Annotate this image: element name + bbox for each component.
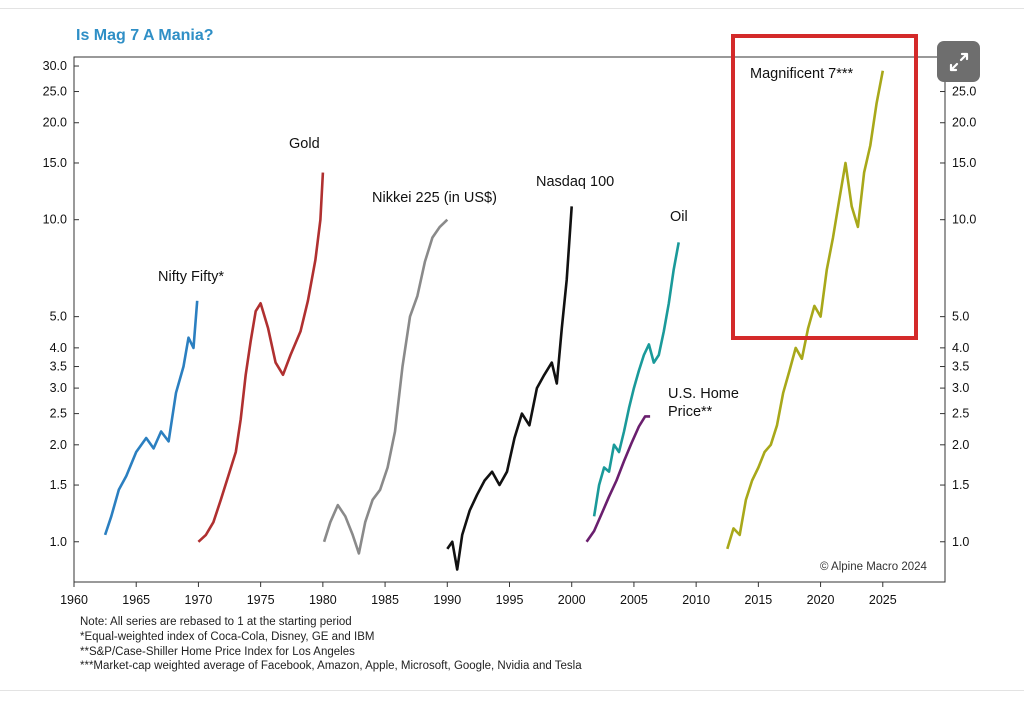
y-tick-label: 3.5	[50, 360, 67, 374]
x-tick-label: 1980	[309, 593, 337, 607]
highlight-box	[731, 34, 918, 340]
notes: Note: All series are rebased to 1 at the…	[80, 615, 582, 674]
y-tick-label: 20.0	[43, 116, 67, 130]
y-axis-left: 1.0 1.5 2.0 2.5 3.0 3.5 4.0 5.0 10.0 15.0 20.0 25.0…	[43, 59, 79, 549]
y-tick-label: 1.5	[50, 478, 67, 492]
series-line-nikkei-225-in-us	[322, 218, 449, 555]
y-tick-label: 20.0	[952, 116, 976, 130]
note-line: *Equal-weighted index of Coca-Cola, Disn…	[80, 630, 375, 643]
top-divider	[0, 8, 1024, 9]
x-tick-label: 1960	[60, 593, 88, 607]
y-tick-label: 25.0	[952, 85, 976, 99]
expand-button[interactable]	[937, 41, 980, 82]
y-tick-label: 5.0	[50, 310, 67, 324]
series-line-oil	[592, 242, 680, 517]
y-tick-label: 3.5	[952, 360, 969, 374]
series-line-nifty-fifty	[103, 300, 199, 536]
x-tick-label: 2010	[682, 593, 710, 607]
y-tick-label: 1.0	[50, 535, 67, 549]
y-tick-label: 1.5	[952, 478, 969, 492]
bottom-divider	[0, 690, 1024, 691]
plot-frame	[73, 56, 946, 583]
chart-title: Is Mag 7 A Mania?	[76, 27, 214, 44]
credit-label: © Alpine Macro 2024	[820, 561, 928, 573]
y-tick-label: 15.0	[952, 156, 976, 170]
series-line-nasdaq-100	[446, 206, 573, 571]
series-line-magnificent-7	[726, 70, 885, 550]
x-tick-label: 2000	[558, 593, 586, 607]
series-label-u-s-home-price: U.S. Home Price**	[668, 386, 739, 420]
x-tick-label: 1985	[371, 593, 399, 607]
y-tick-label: 2.0	[952, 438, 969, 452]
y-tick-label: 3.0	[50, 381, 67, 395]
y-tick-label: 10.0	[952, 213, 976, 227]
y-tick-label: 30.0	[43, 59, 67, 73]
x-tick-label: 2025	[869, 593, 897, 607]
series-label-nifty-fifty: Nifty Fifty*	[158, 269, 224, 285]
y-tick-label: 4.0	[952, 341, 969, 355]
series-label-nikkei-225-in-us: Nikkei 225 (in US$)	[372, 190, 497, 206]
series-label-magnificent-7: Magnificent 7***	[750, 66, 854, 82]
y-tick-label: 4.0	[50, 341, 67, 355]
expand-icon	[949, 52, 968, 71]
note-line: Note: All series are rebased to 1 at the…	[80, 616, 352, 628]
x-tick-label: 1965	[122, 593, 150, 607]
x-tick-label: 1970	[185, 593, 213, 607]
x-axis: 1960 1965 1970 1975 1980 1985 1990 1995 2000 2005…	[60, 582, 897, 607]
series-line-gold	[197, 172, 325, 543]
x-tick-label: 2020	[807, 593, 835, 607]
y-tick-label: 1.0	[952, 535, 969, 549]
series-labels: Nifty Fifty* Gold Nikkei 225 (in US$) Nasda…	[158, 66, 854, 420]
series-label-gold: Gold	[289, 136, 320, 152]
x-tick-label: 2005	[620, 593, 648, 607]
y-tick-label: 2.5	[952, 407, 969, 421]
series-label-oil: Oil	[670, 209, 688, 225]
y-tick-label: 3.0	[952, 381, 969, 395]
series-line-u-s-home-price	[585, 415, 651, 543]
x-tick-label: 1990	[433, 593, 461, 607]
y-tick-label: 2.5	[50, 407, 67, 421]
x-tick-label: 2015	[744, 593, 772, 607]
y-tick-label: 5.0	[952, 310, 969, 324]
series-lines	[103, 70, 885, 571]
note-line: ***Market-cap weighted average of Facebo…	[80, 660, 582, 673]
y-tick-label: 25.0	[43, 85, 67, 99]
plot-area-border	[73, 56, 946, 583]
x-tick-label: 1975	[247, 593, 275, 607]
y-tick-label: 2.0	[50, 438, 67, 452]
note-line: **S&P/Case-Shiller Home Price Index for …	[80, 645, 355, 658]
y-tick-label: 10.0	[43, 213, 67, 227]
x-tick-label: 1995	[496, 593, 524, 607]
series-label-nasdaq-100: Nasdaq 100	[536, 174, 614, 190]
y-tick-label: 15.0	[43, 156, 67, 170]
